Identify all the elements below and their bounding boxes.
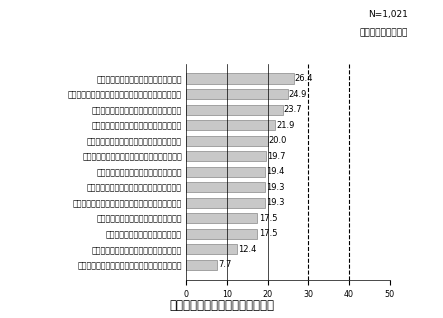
Text: 20.0: 20.0 bbox=[269, 136, 287, 145]
Text: 26.4: 26.4 bbox=[295, 74, 313, 83]
Bar bbox=[186, 244, 237, 254]
Bar bbox=[186, 167, 265, 177]
Bar bbox=[186, 182, 265, 192]
Text: 21.9: 21.9 bbox=[276, 121, 295, 130]
Text: 19.7: 19.7 bbox=[268, 152, 286, 161]
Text: グラフ５　中食に望むこと（％）: グラフ５ 中食に望むこと（％） bbox=[169, 299, 274, 312]
Text: 19.3: 19.3 bbox=[266, 183, 284, 192]
Text: 19.3: 19.3 bbox=[266, 198, 284, 207]
Text: （市販惣菜利用者）: （市販惣菜利用者） bbox=[359, 29, 408, 38]
Text: 24.9: 24.9 bbox=[289, 90, 307, 99]
Text: 7.7: 7.7 bbox=[219, 260, 232, 269]
Bar bbox=[186, 89, 288, 99]
Bar bbox=[186, 213, 257, 223]
Bar bbox=[186, 151, 266, 161]
Bar bbox=[186, 135, 268, 146]
Bar bbox=[186, 120, 275, 130]
Text: 23.7: 23.7 bbox=[284, 105, 303, 114]
Text: 19.4: 19.4 bbox=[266, 167, 285, 176]
Bar bbox=[186, 260, 218, 270]
Bar bbox=[186, 105, 283, 114]
Bar bbox=[186, 229, 257, 239]
Text: 12.4: 12.4 bbox=[238, 245, 256, 254]
Text: 17.5: 17.5 bbox=[259, 214, 277, 223]
Text: 17.5: 17.5 bbox=[259, 229, 277, 238]
Bar bbox=[186, 73, 294, 84]
Bar bbox=[186, 198, 265, 208]
Text: N=1,021: N=1,021 bbox=[368, 10, 408, 18]
